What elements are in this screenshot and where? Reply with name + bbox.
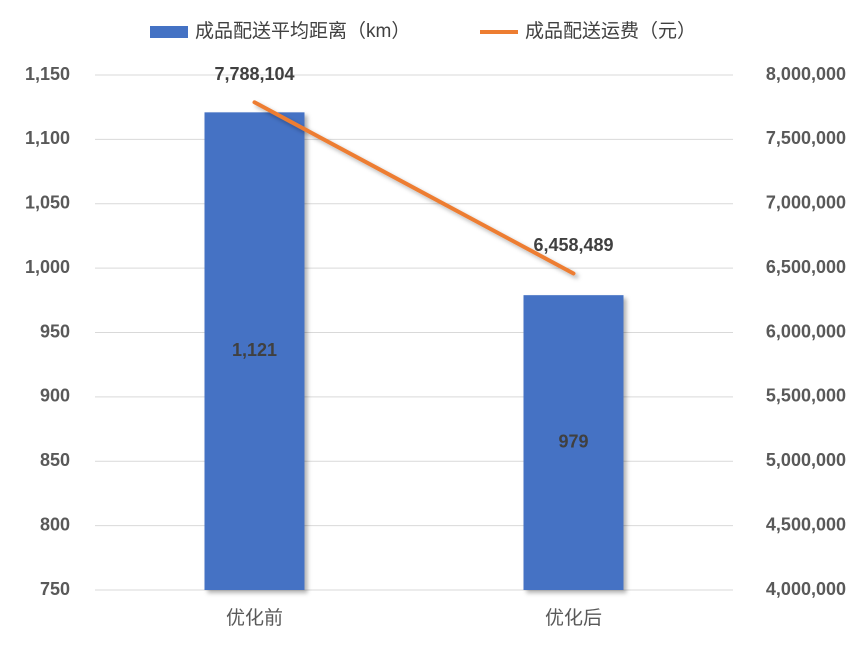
line [252,100,576,276]
y2-tick-label: 4,500,000 [766,514,846,534]
y-tick-label: 1,050 [25,193,70,213]
legend-label: 成品配送平均距离（km） [195,20,410,42]
y2-tick-label: 4,000,000 [766,579,846,599]
y2-tick-label: 5,500,000 [766,386,846,406]
data-label: 979 [558,431,588,451]
y-tick-label: 850 [40,450,70,470]
bar [204,112,305,591]
y-tick-label: 800 [40,514,70,534]
y2-tick-label: 7,000,000 [766,193,846,213]
x-tick-label: 优化后 [545,607,602,629]
y-tick-label: 1,000 [25,257,70,277]
y-tick-label: 750 [40,579,70,599]
x-tick-label: 优化前 [226,607,283,629]
y2-tick-label: 5,000,000 [766,450,846,470]
y-tick-label: 1,150 [25,64,70,84]
y-tick-label: 950 [40,321,70,341]
y-tick-label: 1,100 [25,128,70,148]
data-label: 6,458,489 [533,235,613,255]
data-label: 7,788,104 [214,64,294,84]
data-label: 1,121 [232,340,277,360]
y2-tick-label: 6,000,000 [766,321,846,341]
y2-tick-label: 6,500,000 [766,257,846,277]
y2-tick-label: 7,500,000 [766,128,846,148]
y2-tick-label: 8,000,000 [766,64,846,84]
bar [523,295,624,590]
legend-label: 成品配送运费（元） [525,20,696,42]
legend-swatch [150,26,188,38]
y-tick-label: 900 [40,386,70,406]
